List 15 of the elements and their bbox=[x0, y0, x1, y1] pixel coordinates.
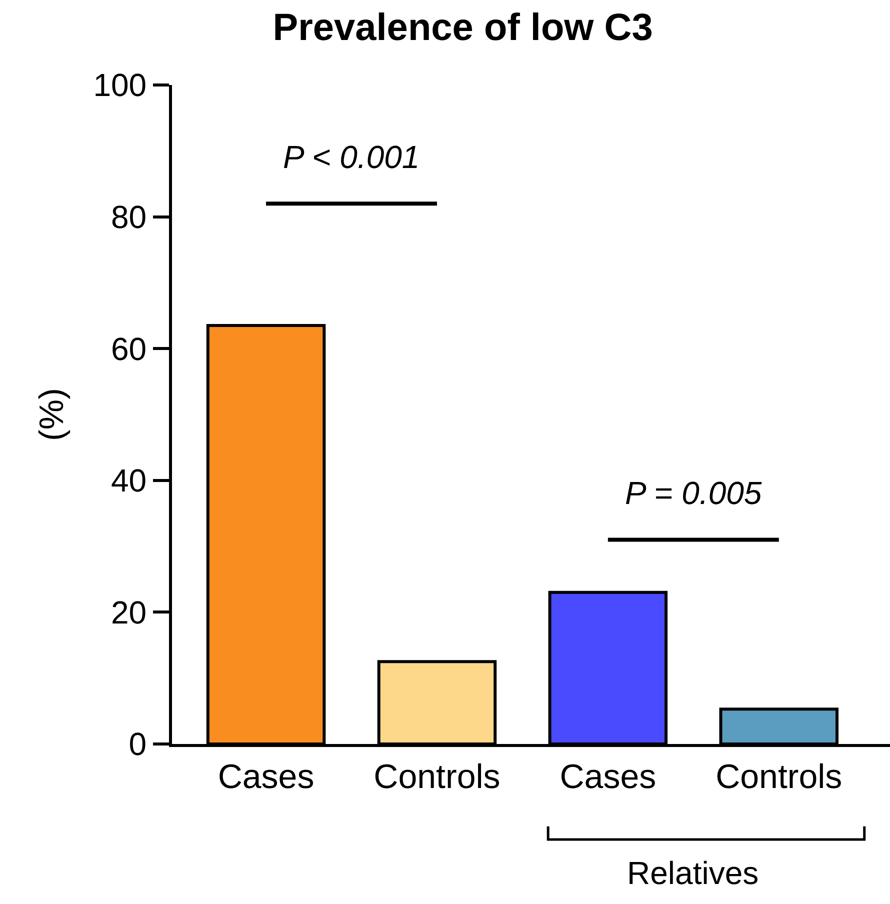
y-tick-label: 20 bbox=[111, 594, 147, 630]
y-tick-label: 40 bbox=[111, 462, 147, 499]
chart-title: Prevalence of low C3 bbox=[272, 7, 653, 50]
y-tick-label: 0 bbox=[128, 726, 147, 762]
x-tick-label: Controls bbox=[374, 758, 500, 796]
x-tick-label: Controls bbox=[716, 758, 842, 796]
y-tick-label: 80 bbox=[111, 199, 147, 235]
annotation: P = 0.005 bbox=[625, 475, 762, 511]
x-tick-label: Cases bbox=[218, 758, 314, 796]
y-axis-title: (%) bbox=[32, 388, 71, 441]
annotation: P < 0.001 bbox=[283, 139, 420, 175]
text: Relatives bbox=[627, 855, 759, 891]
y-tick-label: 60 bbox=[111, 330, 147, 367]
x-tick-label: Cases bbox=[560, 758, 656, 796]
y-tick-label: 100 bbox=[93, 67, 147, 104]
